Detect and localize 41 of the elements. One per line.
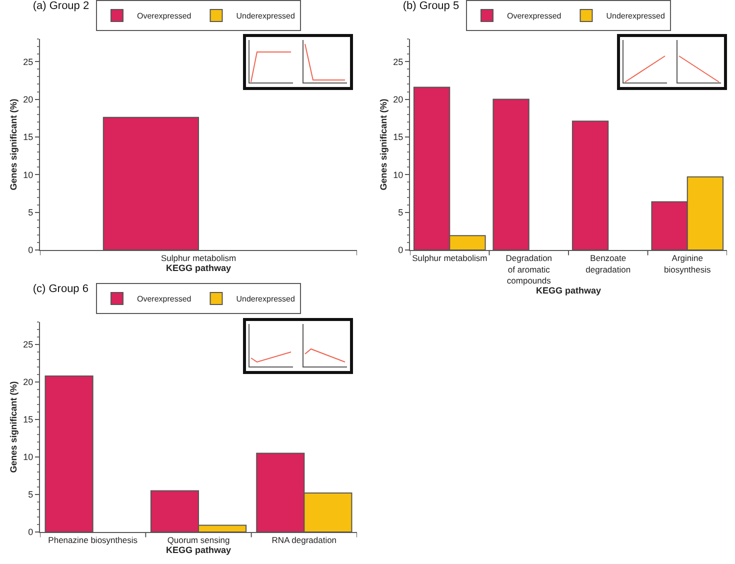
- legend-label: Overexpressed: [507, 12, 562, 21]
- x-tick-label: RNA degradation: [272, 535, 337, 546]
- y-tick-label: 25: [23, 56, 34, 67]
- y-tick-label: 0: [28, 527, 34, 538]
- y-tick-label: 20: [23, 377, 34, 388]
- x-tick-label: Benzoate degradation: [586, 253, 631, 274]
- y-tick-label: 15: [23, 132, 34, 142]
- legend-label: Overexpressed: [137, 294, 192, 304]
- x-tick-label: Phenazine biosynthesis: [48, 535, 138, 546]
- y-tick-label: 15: [393, 132, 404, 142]
- y-tick-label: 5: [28, 207, 34, 218]
- y-axis-title: Genes significant (%): [8, 381, 19, 473]
- y-tick-label: 5: [398, 207, 404, 218]
- y-axis-title: Genes significant (%): [8, 98, 19, 190]
- y-tick-label: 25: [393, 56, 404, 67]
- legend-label: Underexpressed: [606, 12, 665, 21]
- y-tick-label: 10: [393, 170, 404, 180]
- x-tick-label: Sulphur metabolism: [412, 253, 488, 264]
- x-axis-title: KEGG pathway: [166, 545, 232, 556]
- y-tick-label: 20: [393, 94, 404, 104]
- y-tick-label: 0: [398, 245, 404, 256]
- y-axis-title: Genes significant (%): [378, 98, 389, 190]
- chart-title: (c) Group 6: [32, 283, 88, 296]
- x-tick-label: Degradation of aromatic compounds: [506, 253, 552, 286]
- legend-label: Overexpressed: [137, 12, 192, 21]
- y-tick-label: 25: [23, 340, 34, 350]
- y-tick-label: 20: [23, 94, 34, 104]
- x-axis-title: KEGG pathway: [536, 285, 602, 296]
- legend-label: Underexpressed: [236, 294, 295, 304]
- chart-title: (a) Group 2: [32, 0, 90, 12]
- chart-title: (b) Group 5: [402, 0, 460, 12]
- x-tick-label: Arginine biosynthesis: [664, 253, 711, 274]
- y-tick-label: 10: [23, 452, 34, 462]
- y-tick-label: 15: [23, 414, 34, 425]
- y-tick-label: 5: [28, 490, 34, 500]
- y-tick-label: 0: [28, 245, 34, 256]
- y-tick-label: 10: [23, 170, 34, 180]
- x-axis-title: KEGG pathway: [166, 263, 232, 274]
- x-tick-label: Quorum sensing: [167, 535, 230, 546]
- x-tick-label: Sulphur metabolism: [160, 253, 236, 264]
- legend-label: Underexpressed: [236, 12, 295, 21]
